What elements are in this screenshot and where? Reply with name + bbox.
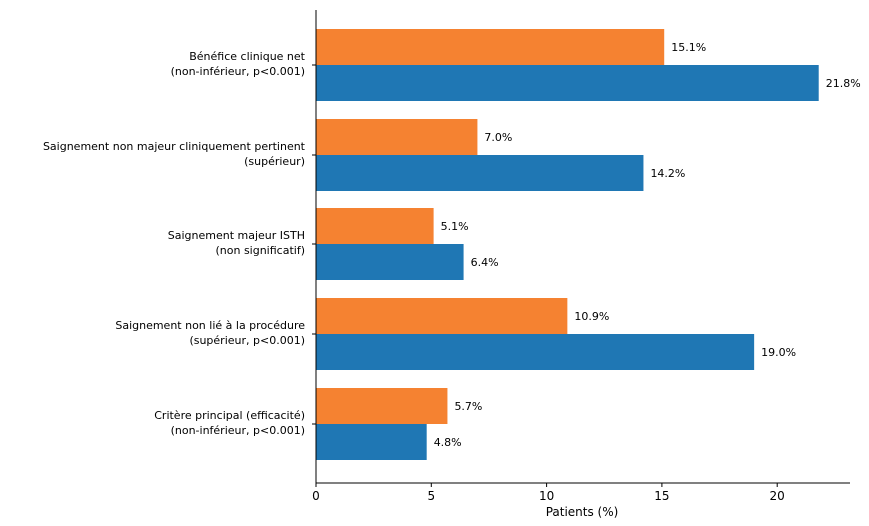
bar-orange-1 [316, 119, 478, 155]
data-label-orange-3: 10.9% [574, 310, 609, 323]
bar-blue-1 [316, 155, 644, 191]
data-label-blue-0: 21.8% [826, 77, 861, 90]
bar-orange-2 [316, 208, 434, 244]
axes-layer [315, 10, 850, 484]
bars-layer [316, 29, 819, 460]
data-labels-layer: 15.1% 21.8% 7.0% 14.2% 5.1% 6.4% 10.9% 19.0% 5.7… [434, 41, 861, 449]
data-label-orange-2: 5.1% [441, 220, 469, 233]
data-label-blue-4: 4.8% [434, 436, 462, 449]
category-label-2-line1: Saignement majeur ISTH [168, 229, 305, 242]
category-label-4-line2: (non-inférieur, p<0.001) [171, 424, 305, 437]
data-label-orange-1: 7.0% [484, 131, 512, 144]
category-label-2-line2: (non significatif) [215, 244, 305, 257]
x-tick-label-0: 0 [312, 489, 320, 503]
bar-orange-3 [316, 298, 568, 334]
x-tick-label-3: 15 [654, 489, 669, 503]
category-label-3-line2: (supérieur, p<0.001) [189, 334, 305, 347]
x-tick-label-1: 5 [427, 489, 435, 503]
data-label-blue-3: 19.0% [761, 346, 796, 359]
bar-blue-0 [316, 65, 819, 101]
data-label-orange-0: 15.1% [671, 41, 706, 54]
bar-orange-0 [316, 29, 665, 65]
category-label-1-line2: (supérieur) [244, 155, 305, 168]
category-label-0-line1: Bénéfice clinique net [189, 50, 305, 63]
x-tick-label-2: 10 [539, 489, 554, 503]
category-label-1-line1: Saignement non majeur cliniquement perti… [43, 140, 306, 153]
data-label-blue-2: 6.4% [471, 256, 499, 269]
category-label-3-line1: Saignement non lié à la procédure [115, 319, 305, 332]
data-label-orange-4: 5.7% [454, 400, 482, 413]
bar-blue-3 [316, 334, 755, 370]
x-ticks-layer: 0 5 10 15 20 [312, 64, 785, 503]
data-label-blue-1: 14.2% [650, 167, 685, 180]
category-label-0-line2: (non-inférieur, p<0.001) [171, 65, 305, 78]
category-label-4-line1: Critère principal (efficacité) [154, 409, 305, 422]
bar-blue-2 [316, 244, 464, 280]
bar-blue-4 [316, 424, 427, 460]
x-axis-label: Patients (%) [546, 505, 619, 519]
x-tick-label-4: 20 [770, 489, 785, 503]
category-labels-layer: Bénéfice clinique net (non-inférieur, p<0… [43, 50, 306, 437]
bar-orange-4 [316, 388, 448, 424]
